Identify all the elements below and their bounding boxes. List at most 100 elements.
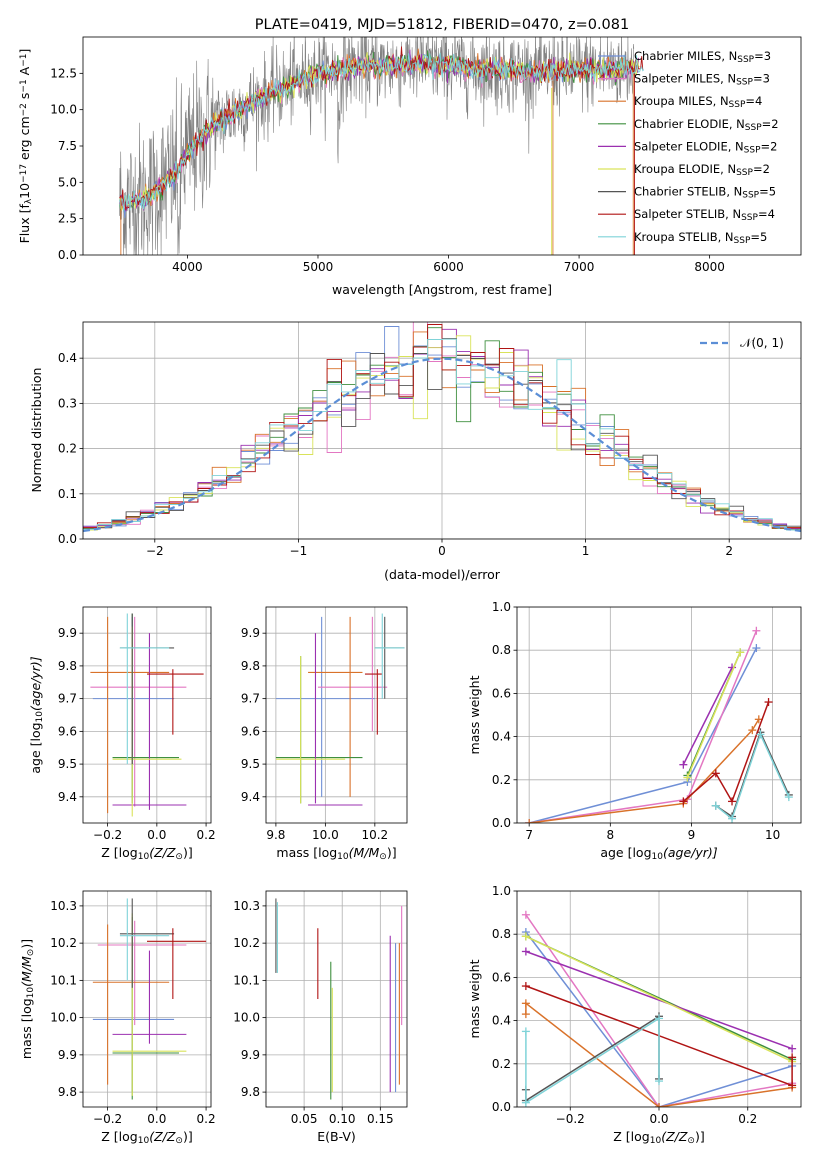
x-axis-label: Z [log10(Z/Z⊙)] (101, 845, 192, 862)
label-part: −1 (19, 79, 29, 92)
model-spectrum (119, 52, 645, 212)
label-part: ⊙ (379, 852, 387, 862)
x-tick-label: 7000 (564, 260, 595, 274)
plot-area (517, 891, 801, 1107)
label-part: =3 (753, 72, 770, 86)
label-part: Z [log (101, 845, 137, 860)
label-part: Kroupa MILES, N (634, 94, 729, 108)
label-part: erg cm (17, 116, 32, 164)
label-part: SSP (741, 213, 758, 223)
y-tick-label: 10.3 (233, 899, 260, 913)
weight-line (525, 950, 793, 1050)
y-tick-label: 10.2 (233, 936, 260, 950)
label-part: SSP (742, 191, 759, 201)
label-part: Z [log (613, 1129, 649, 1144)
x-tick-label: 4000 (172, 260, 203, 274)
label-part: 10 (138, 852, 150, 862)
x-tick-label: 0.2 (738, 1112, 757, 1126)
y-tick-label: 2.5 (58, 212, 77, 226)
label-part: SSP (736, 168, 753, 178)
x-axis-label: Z [log10(Z/Z⊙)] (101, 1129, 192, 1146)
label-part: Salpeter MILES, N (634, 72, 736, 86)
y-axis-label: age [log10(age/yr)] (28, 656, 45, 773)
label-part: 10 (35, 711, 45, 723)
legend-entry: Kroupa MILES, NSSP=4 (634, 94, 762, 110)
observed-spectrum (119, 37, 635, 255)
y-tick-label: 10.3 (50, 899, 77, 913)
y-tick-label: 0.6 (492, 686, 511, 700)
residual-panel: −2 −1 0 1 2 0.0 0.1 0.2 0.3 0.4 (data-model)/error… (29, 321, 802, 582)
label-part: (Z/Z (149, 1129, 176, 1144)
x-tick-label: 10 (765, 828, 780, 842)
normal-curve (83, 357, 801, 533)
x-tick-label: −1 (290, 544, 308, 558)
spectrum-panel: 4000 5000 6000 7000 8000 0.0 2.5 5.0 7.5 10.0 12.5… (17, 17, 802, 297)
y-tick-label: 9.6 (241, 724, 260, 738)
x-tick-label: 9 (688, 828, 696, 842)
label-part: Kroupa ELODIE, N (634, 162, 736, 176)
y-tick-label: 0.4 (58, 351, 77, 365)
label-part: SSP (737, 55, 754, 65)
x-tick-label: 0.0 (147, 828, 166, 842)
x-tick-label: −0.2 (93, 1112, 122, 1126)
label-part: λ (24, 198, 34, 204)
plot-area (517, 607, 801, 823)
y-axis-label: Flux [fλ10−17 erg cm−2 s−1 A−1] (17, 49, 34, 244)
histogram-step (83, 338, 801, 531)
y-tick-label: 9.9 (241, 1048, 260, 1062)
y-tick-label: 10.1 (50, 973, 77, 987)
label-part: Z [log (101, 1129, 137, 1144)
y-tick-label: 9.5 (58, 757, 77, 771)
x-tick-label: 9.8 (266, 828, 285, 842)
label-part: Chabrier MILES, N (634, 49, 737, 63)
y-tick-label: 10.1 (233, 973, 260, 987)
label-part: )] (183, 1129, 193, 1144)
x-tick-label: 8000 (694, 260, 725, 274)
label-part: (Z/Z (149, 845, 176, 860)
label-part: ⊙ (175, 1136, 183, 1146)
y-axis-label: mass weight (467, 959, 482, 1038)
x-tick-label: 5000 (303, 260, 334, 274)
weight-line (529, 647, 758, 823)
label-part: =5 (759, 185, 776, 199)
weight-line (682, 701, 770, 804)
label-part: 10 (650, 1136, 662, 1146)
label-part: (M/M (19, 956, 34, 987)
label-part: age [log (600, 845, 651, 860)
y-tick-label: 0.0 (58, 532, 77, 546)
y-tick-label: 5.0 (58, 175, 77, 189)
y-tick-label: 9.6 (58, 724, 77, 738)
x-tick-label: 10.2 (361, 828, 388, 842)
y-tick-label: 9.7 (58, 692, 77, 706)
x-tick-label: 10.0 (312, 828, 339, 842)
label-part: s (17, 93, 32, 104)
label-part: =4 (758, 207, 775, 221)
weight-line (686, 652, 741, 778)
axes-frame (265, 606, 408, 824)
weight-line (525, 931, 793, 1107)
y-axis-label: Normed distribution (29, 368, 44, 493)
label-part: 10 (652, 852, 664, 862)
y-tick-label: 0.8 (492, 643, 511, 657)
x-tick-label: 0.10 (329, 1112, 356, 1126)
y-tick-label: 9.8 (58, 659, 77, 673)
mass-vs-ebv-panel: 0.05 0.10 0.15 9.8 9.9 10.0 10.1 10.2 10.3 E(B-V) (233, 890, 408, 1144)
y-tick-label: 0.6 (492, 970, 511, 984)
x-tick-label: 0.2 (197, 828, 216, 842)
y-tick-label: 0.3 (58, 396, 77, 410)
y-tick-label: 0.2 (58, 442, 77, 456)
label-part: −17 (19, 164, 29, 183)
y-axis-label: mass [log10(M/M⊙)] (19, 939, 36, 1059)
label-part: −2 (19, 103, 29, 116)
plot-area (266, 891, 407, 1107)
legend-entry: Salpeter ELODIE, NSSP=2 (634, 139, 777, 155)
x-axis-label: wavelength [Angstrom, rest frame] (332, 282, 552, 297)
label-part: (age/yr)] (663, 845, 718, 860)
label-part: 10 (26, 987, 36, 999)
label-part: ⊙ (175, 852, 183, 862)
y-tick-label: 9.8 (58, 1085, 77, 1099)
y-tick-label: 9.5 (241, 757, 260, 771)
axes-frame (82, 606, 212, 824)
